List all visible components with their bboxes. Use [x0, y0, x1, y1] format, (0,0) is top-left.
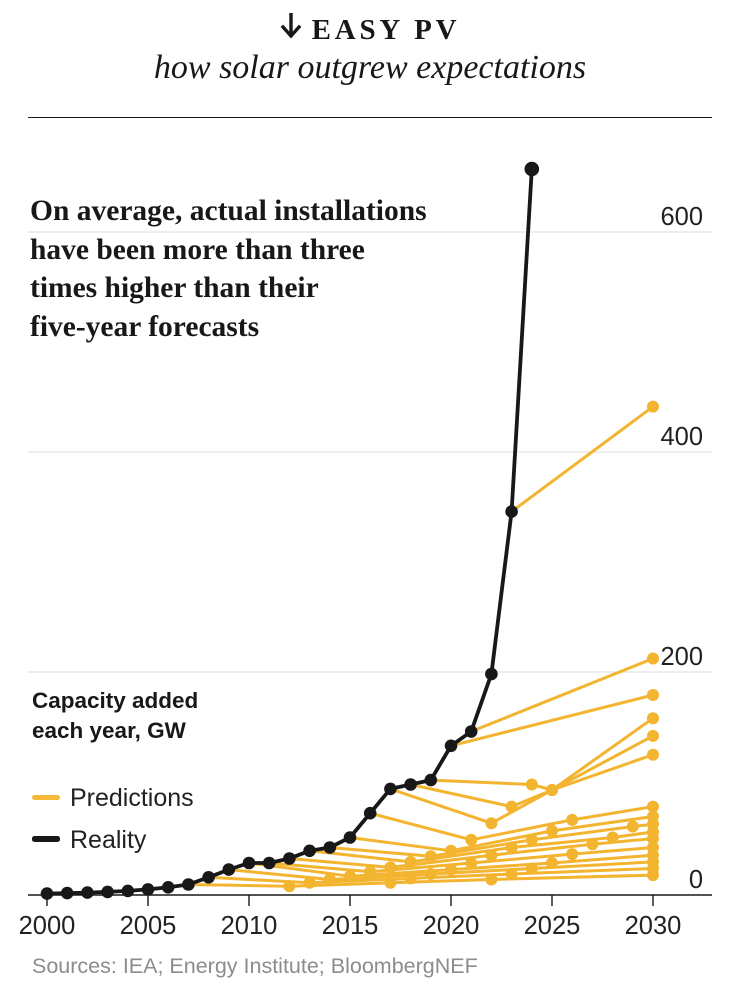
- svg-text:200: 200: [660, 643, 703, 671]
- svg-text:2015: 2015: [322, 912, 379, 940]
- svg-text:2010: 2010: [221, 912, 278, 940]
- svg-text:400: 400: [660, 423, 703, 451]
- svg-text:600: 600: [660, 203, 703, 231]
- svg-text:2005: 2005: [120, 912, 177, 940]
- svg-text:2000: 2000: [19, 912, 76, 940]
- svg-text:2020: 2020: [423, 912, 480, 940]
- svg-text:2025: 2025: [524, 912, 581, 940]
- svg-text:2030: 2030: [625, 912, 682, 940]
- svg-text:0: 0: [689, 866, 703, 894]
